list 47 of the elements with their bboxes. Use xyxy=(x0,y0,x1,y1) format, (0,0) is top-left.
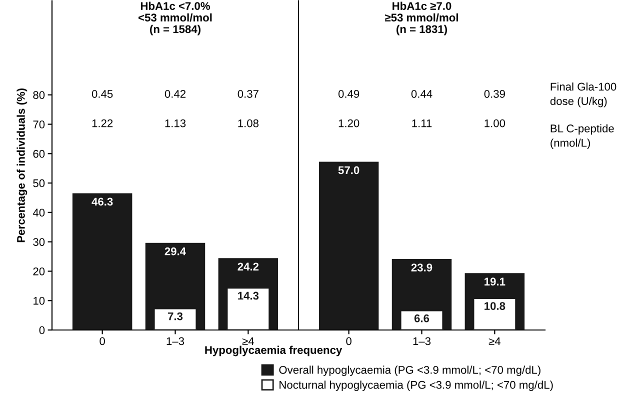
annotation: 1.00 xyxy=(484,119,506,128)
annotation: 0.44 xyxy=(411,90,432,98)
bar xyxy=(318,162,379,330)
data-label: 29.4 xyxy=(164,247,186,256)
annotation: 0.42 xyxy=(164,90,186,98)
data-label: 7.3 xyxy=(168,312,183,320)
x-tick-label: 0 xyxy=(100,337,105,346)
text: Final Gla-100 dose (U/kg) xyxy=(550,82,616,108)
annotation: 1.11 xyxy=(412,119,432,128)
legend-label: Nocturnal hypoglycaemia (PG <3.9 mmol/L; <70 mg/dL) xyxy=(280,380,553,391)
annotation: 1.22 xyxy=(92,119,113,128)
data-label: 6.6 xyxy=(414,314,430,322)
x-tick-label: 1–3 xyxy=(413,337,431,346)
annotation: 0.45 xyxy=(92,90,113,98)
y-tick-label: 70 xyxy=(33,120,45,128)
x-tick-label: 1–3 xyxy=(166,337,184,346)
annotation: 1.20 xyxy=(338,119,360,128)
x-axis-title: Hypoglycaemia frequency xyxy=(205,346,342,356)
y-axis-title: Percentage of individuals (%) xyxy=(16,88,28,242)
data-label: 14.3 xyxy=(238,292,259,300)
y-tick-label: 50 xyxy=(33,179,45,188)
y-tick-label: 60 xyxy=(33,150,45,158)
y-tick-label: 20 xyxy=(33,267,45,276)
data-label: 24.2 xyxy=(238,262,259,270)
y-tick-label: 10 xyxy=(34,296,45,305)
y-tick-label: 0 xyxy=(39,326,45,334)
data-label: 57.0 xyxy=(338,166,360,174)
text: BL C-peptide (nmol/L) xyxy=(550,124,614,149)
text: HbA1c ≥7.0 ≥53 mmol/mol (n = 1831) xyxy=(385,2,458,36)
annotation: 1.08 xyxy=(238,119,259,128)
y-tick-label: 30 xyxy=(33,238,45,246)
y-tick-label: 80 xyxy=(33,91,45,99)
annotation: 0.39 xyxy=(484,90,505,98)
legend-label: Overall hypoglycaemia (PG <3.9 mmol/L; <70 mg/dL) xyxy=(279,366,540,376)
annotation: 0.37 xyxy=(238,90,258,98)
annotation: 1.13 xyxy=(165,119,186,128)
data-label: 23.9 xyxy=(411,264,432,272)
y-tick-label: 40 xyxy=(32,208,45,217)
x-tick-label: ≥4 xyxy=(488,337,500,345)
bar xyxy=(72,193,132,330)
data-label: 10.8 xyxy=(484,302,506,310)
text: HbA1c <7.0% <53 mmol/mol (n = 1584) xyxy=(138,2,212,36)
x-tick-label: ≥4 xyxy=(242,337,254,345)
data-label: 46.3 xyxy=(92,198,113,206)
annotation: 0.49 xyxy=(338,90,360,98)
x-tick-label: 0 xyxy=(346,337,352,346)
data-label: 19.1 xyxy=(484,278,506,286)
